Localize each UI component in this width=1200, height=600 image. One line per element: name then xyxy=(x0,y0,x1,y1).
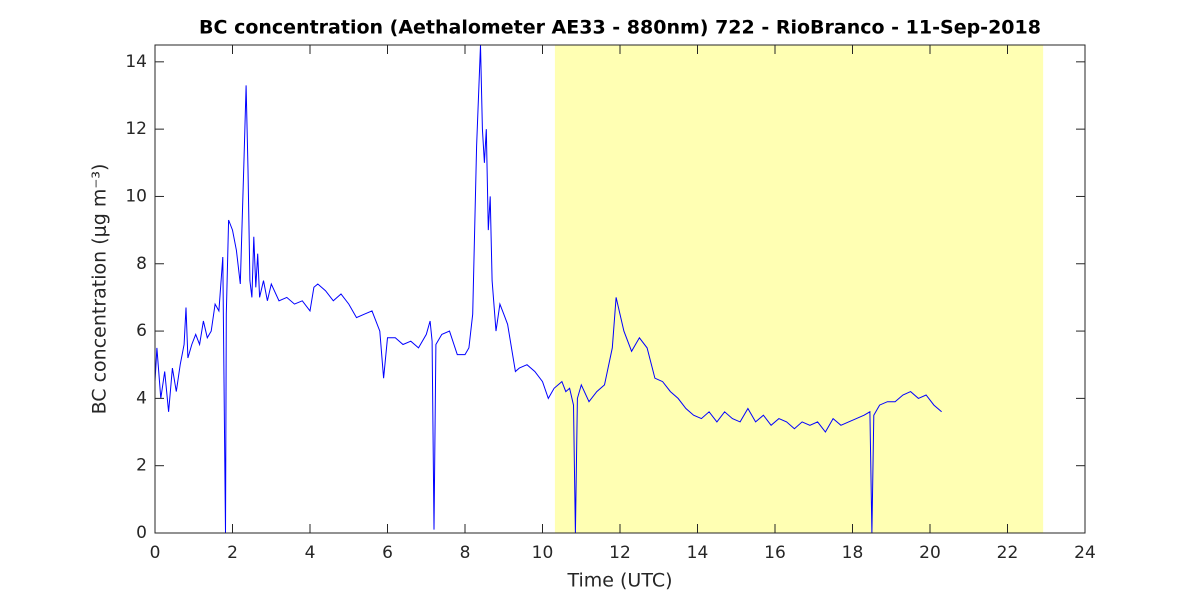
shaded-region xyxy=(554,45,1044,533)
y-tick-label: 4 xyxy=(136,388,147,408)
x-tick-label: 14 xyxy=(687,543,709,563)
data-line xyxy=(154,44,942,534)
x-tick-label: 0 xyxy=(150,543,161,563)
x-axis-label: Time (UTC) xyxy=(566,570,672,592)
x-tick-label: 22 xyxy=(997,543,1019,563)
y-axis-label: BC concentration (μg m⁻³) xyxy=(89,164,111,415)
x-tick-label: 12 xyxy=(609,543,631,563)
y-tick-label: 14 xyxy=(125,52,147,72)
x-tick-label: 10 xyxy=(532,543,554,563)
x-tick-label: 16 xyxy=(764,543,786,563)
x-tick-label: 18 xyxy=(842,543,864,563)
x-tick-label: 6 xyxy=(382,543,393,563)
x-tick-label: 8 xyxy=(460,543,471,563)
y-tick-label: 12 xyxy=(125,119,147,139)
y-tick-label: 10 xyxy=(125,186,147,206)
chart-title: BC concentration (Aethalometer AE33 - 88… xyxy=(199,17,1041,39)
y-tick-label: 0 xyxy=(136,523,147,543)
x-tick-label: 24 xyxy=(1074,543,1096,563)
x-tick-label: 20 xyxy=(919,543,941,563)
x-tick-label: 4 xyxy=(305,543,316,563)
x-tick-label: 2 xyxy=(227,543,238,563)
y-tick-label: 2 xyxy=(136,456,147,476)
y-tick-label: 6 xyxy=(136,321,147,341)
y-tick-label: 8 xyxy=(136,254,147,274)
